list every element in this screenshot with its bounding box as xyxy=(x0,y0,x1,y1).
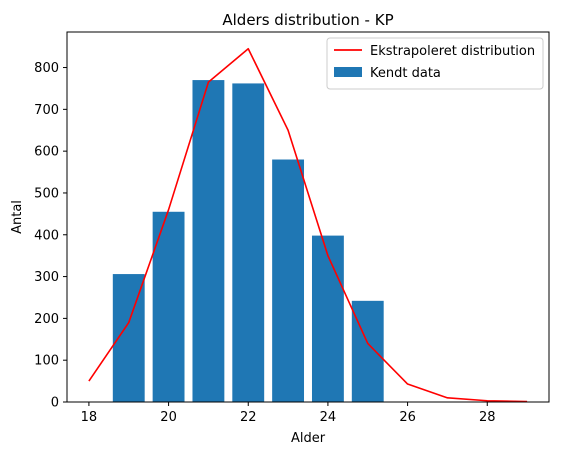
bar-age-23 xyxy=(272,159,305,402)
bar-age-21 xyxy=(192,80,225,402)
x-tick-label: 24 xyxy=(320,410,337,425)
bar-age-22 xyxy=(232,83,265,402)
y-tick-label: 500 xyxy=(34,186,59,201)
y-tick-label: 400 xyxy=(34,228,59,243)
y-tick-label: 800 xyxy=(34,61,59,76)
y-axis-label: Antal xyxy=(10,200,25,234)
y-tick-label: 300 xyxy=(34,270,59,285)
x-tick-label: 18 xyxy=(81,410,98,425)
plot-frame xyxy=(66,31,550,403)
line-layer xyxy=(88,47,528,403)
x-tick-label: 22 xyxy=(240,410,257,425)
x-tick-label: 26 xyxy=(399,410,416,425)
bar-age-20 xyxy=(152,211,185,402)
chart-title: Alders distribution - KP xyxy=(222,11,393,29)
legend: Ekstrapoleret distribution Kendt data xyxy=(326,37,544,90)
y-tick-label: 0 xyxy=(51,396,59,411)
bar-age-25 xyxy=(351,300,384,402)
y-tick-label: 600 xyxy=(34,145,59,160)
x-tick-label: 28 xyxy=(479,410,496,425)
extrapolated-distribution-line xyxy=(88,47,528,403)
legend-frame xyxy=(326,37,544,90)
legend-line-label: Ekstrapoleret distribution xyxy=(370,44,535,59)
x-tick-label: 20 xyxy=(160,410,177,425)
y-tick-label: 100 xyxy=(34,354,59,369)
bars-layer xyxy=(112,80,384,402)
y-tick-label: 200 xyxy=(34,312,59,327)
y-axis-ticks: 0 100 200 300 400 500 600 700 800 xyxy=(34,61,67,411)
bar-age-24 xyxy=(311,235,344,402)
y-tick-label: 700 xyxy=(34,103,59,118)
legend-bar-swatch xyxy=(334,67,362,77)
legend-bar-label: Kendt data xyxy=(370,66,441,81)
x-axis-label: Alder xyxy=(291,431,326,446)
x-axis-ticks: 18 20 22 24 26 28 xyxy=(81,402,496,425)
